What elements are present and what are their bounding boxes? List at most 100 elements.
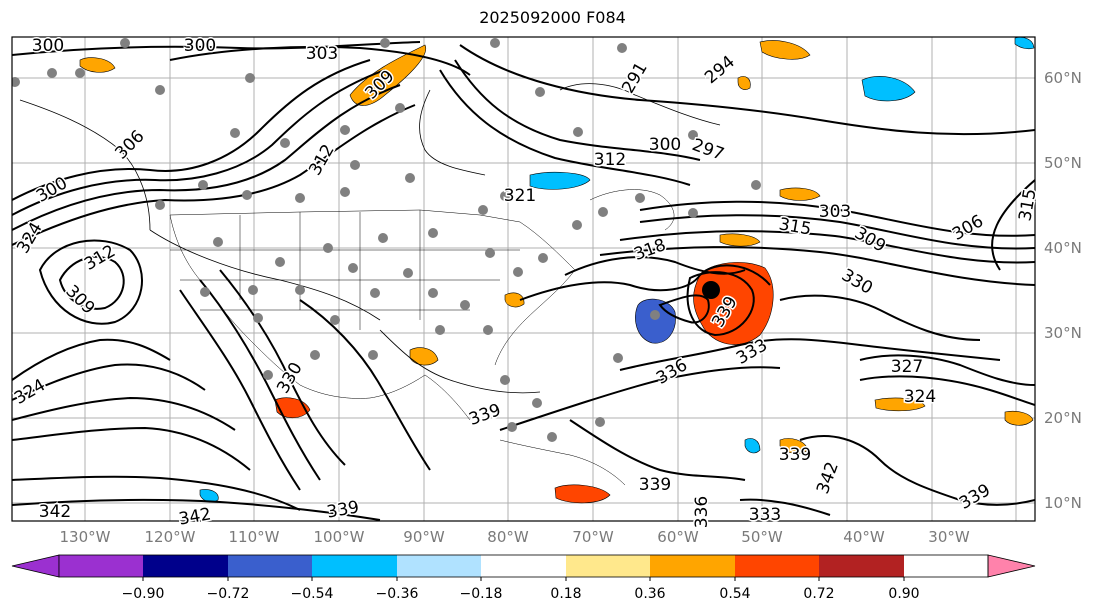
colorbar-segment [312,555,397,577]
station-dot [617,43,627,53]
contour-line [299,299,431,471]
station-dot [500,375,510,385]
lon-label: 70°W [572,528,614,546]
lat-label: 50°N [1044,154,1082,172]
lon-label: 30°W [928,528,970,546]
coastline [494,221,576,366]
anomaly-patch [409,347,439,366]
lon-label: 40°W [843,528,885,546]
contour-label: 321 [504,186,536,206]
anomaly-patch [861,76,916,102]
contour-line [379,329,541,394]
station-dot [120,38,130,48]
lon-label: 60°W [657,528,699,546]
station-dot [535,87,545,97]
contour-line [619,230,1035,264]
contour-label: 315 [1015,187,1040,222]
lon-label: 100°W [313,528,365,546]
lat-label: 30°N [1044,324,1082,342]
contour-line [12,363,206,401]
contour-label: 300 [649,135,681,155]
station-dot [428,288,438,298]
anomaly-patch [719,233,761,247]
contour-label: 336 [692,496,712,528]
station-dot [483,325,493,335]
colorbar-segment [228,555,312,577]
lat-label: 60°N [1044,69,1082,87]
contour-line [739,498,831,516]
contour-line [219,269,346,466]
contour-label: 303 [306,44,338,64]
state-border [170,249,520,311]
contour-line [169,45,471,76]
colorbar-tick-label: −0.36 [375,586,419,602]
station-dot [295,193,305,203]
contour-label: 327 [891,357,923,377]
anomaly-patch [1004,410,1034,426]
contour-line [12,59,371,201]
contour-line [12,338,171,381]
contour-line [12,84,401,231]
colorbar-tick-label: −0.90 [121,586,165,602]
station-dot [573,127,583,137]
station-dot [348,263,358,273]
station-dot [478,205,488,215]
station-dot [490,38,500,48]
contour-line [12,498,381,521]
colorbar-extend-high [987,554,1036,578]
lat-label: 10°N [1044,494,1082,512]
anomaly-patch [779,187,821,201]
station-dot [378,233,388,243]
contour-line [499,366,781,431]
contour-line [58,255,125,310]
contour-label: 303 [819,202,851,222]
station-dot [688,208,698,218]
station-dot [310,350,320,360]
colorbar-tick-label: 0.36 [634,586,666,602]
colorbar-segment [819,555,904,577]
contour-line [859,354,1035,386]
anomaly-patch [744,438,761,454]
station-dot [230,128,240,138]
colorbar-segment [650,555,735,577]
contour-line [38,239,143,325]
contour-line [12,104,416,246]
contour-label: 333 [749,505,781,525]
contour-label: 312 [594,150,626,170]
contour-label: 342 [177,504,212,529]
colorbar-segment [735,555,819,577]
anomaly-patch [79,57,116,73]
contour-line [619,338,1001,371]
colorbar-segment [397,555,481,577]
colorbar-tick-label: 0.72 [803,586,835,602]
contour-line [454,59,701,161]
station-dot [12,77,20,87]
station-dot [75,68,85,78]
station-dot [405,173,415,183]
station-dot [155,85,165,95]
station-dot [513,267,523,277]
colorbar [11,554,1036,581]
contour-line [779,294,981,341]
station-dot [460,300,470,310]
colorbar-tick-label: 0.90 [888,586,920,602]
contour-line [569,419,746,481]
colorbar-segment [481,555,566,577]
station-dot [213,237,223,247]
station-dot [500,191,510,201]
station-dot [248,285,258,295]
station-dot [245,73,255,83]
contour-line [519,264,771,301]
colorbar-tick-label: −0.54 [290,586,334,602]
station-dot [350,160,360,170]
admin-boundaries [169,189,675,486]
station-dot [198,180,208,190]
anomaly-patch [504,292,525,308]
map-frame [11,36,1036,522]
lat-label: 20°N [1044,409,1082,427]
station-dot [547,432,557,442]
station-dot [428,228,438,238]
contour-line [419,89,486,176]
station-dot [395,103,405,113]
colorbar-outline [58,554,989,578]
